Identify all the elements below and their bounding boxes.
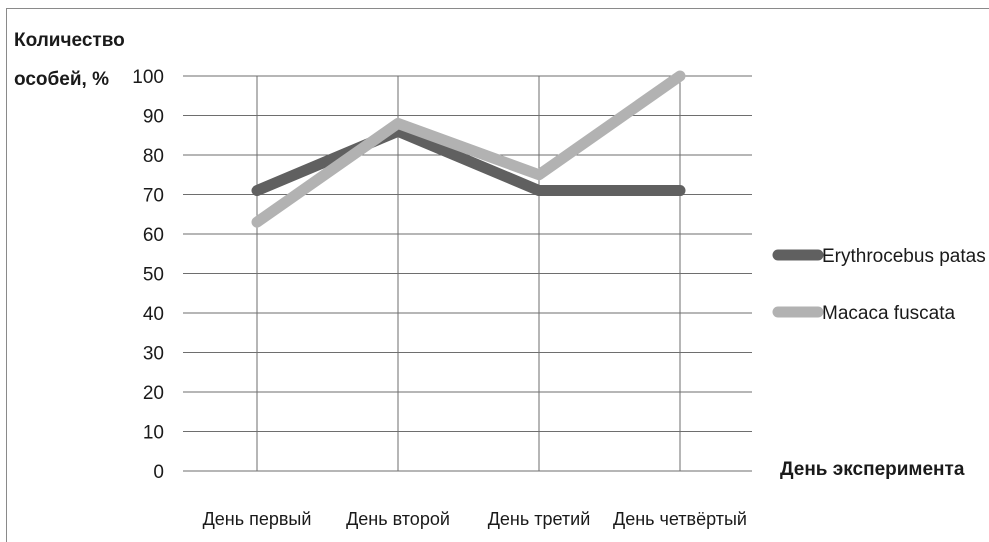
data-point <box>397 130 399 133</box>
data-point <box>679 75 681 77</box>
series-line-0 <box>251 125 686 197</box>
gridlines <box>183 75 752 472</box>
y-tick-label: 0 <box>153 462 164 483</box>
data-point <box>397 122 399 125</box>
x-tick-label: День первый <box>203 509 312 529</box>
y-tick-label: 30 <box>143 344 164 365</box>
y-tick-label: 20 <box>143 383 164 404</box>
x-tick-label: День третий <box>488 509 591 529</box>
y-tick-label: 90 <box>143 107 164 128</box>
data-point <box>538 189 540 192</box>
y-tick-label: 40 <box>143 304 164 325</box>
y-tick-label: 50 <box>143 265 164 286</box>
legend: Erythrocebus patas Macaca fuscata <box>772 246 986 324</box>
y-tick-label: 80 <box>143 146 164 167</box>
data-point <box>538 173 540 176</box>
legend-label: Erythrocebus patas <box>822 246 986 267</box>
x-tick-label: День второй <box>346 509 450 529</box>
y-tick-label: 70 <box>143 186 164 207</box>
y-axis-title-line2: особей, % <box>14 69 109 90</box>
y-tick-label: 100 <box>132 67 164 88</box>
y-tick-label: 10 <box>143 423 164 444</box>
x-axis-title: День эксперимента <box>780 459 965 480</box>
y-axis-title-line1: Количество <box>14 30 125 51</box>
y-tick-label: 60 <box>143 225 164 246</box>
data-point <box>256 189 258 192</box>
chart-frame <box>6 8 989 542</box>
series-line-1 <box>251 70 686 228</box>
x-tick-label: День четвёртый <box>613 509 747 529</box>
series-lines <box>251 70 686 228</box>
legend-label: Macaca fuscata <box>822 303 955 324</box>
axes: 0 10 20 30 40 50 60 70 80 90 100 День первый День вт… <box>132 67 747 529</box>
data-point <box>256 221 258 224</box>
data-point <box>679 189 681 192</box>
